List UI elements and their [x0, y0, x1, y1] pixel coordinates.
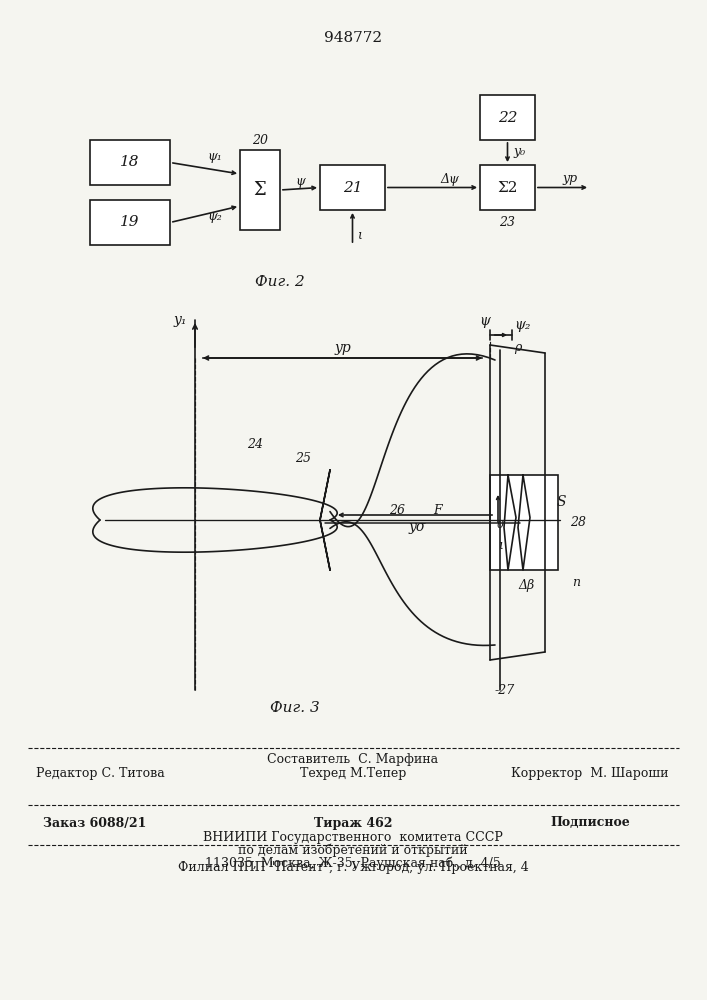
Text: Σ2: Σ2 [497, 180, 518, 194]
Text: Заказ 6088/21: Заказ 6088/21 [43, 816, 146, 830]
Text: ВНИИПИ Государственного  комитета СССР: ВНИИПИ Государственного комитета СССР [203, 830, 503, 844]
Text: по делам изобретений и открытий: по делам изобретений и открытий [238, 843, 468, 857]
Text: yр: yр [563, 172, 578, 185]
Bar [90, 200, 170, 245]
Text: 22: 22 [498, 110, 518, 124]
Text: 25: 25 [295, 452, 311, 464]
Text: ψ: ψ [295, 176, 305, 188]
Text: Σ: Σ [254, 181, 267, 199]
Text: Корректор  М. Шароши: Корректор М. Шароши [511, 768, 669, 780]
Text: 113035, Москва, Ж-35, Раушская наб., д. 4/5: 113035, Москва, Ж-35, Раушская наб., д. … [205, 856, 501, 870]
Text: 20: 20 [252, 133, 268, 146]
Text: Филиал ППП "Патент", г. Ужгород, ул. Проектная, 4: Филиал ППП "Патент", г. Ужгород, ул. Про… [177, 860, 528, 874]
Text: ψ: ψ [479, 314, 491, 328]
Text: Составитель  С. Марфина: Составитель С. Марфина [267, 754, 438, 766]
Bar [90, 140, 170, 185]
Text: S: S [557, 495, 566, 510]
Text: Фиг. 3: Фиг. 3 [270, 701, 320, 715]
Text: 28: 28 [570, 516, 586, 529]
Text: -27: -27 [495, 684, 515, 696]
Text: 948772: 948772 [324, 31, 382, 45]
Text: y₁: y₁ [173, 313, 187, 327]
Text: 26: 26 [390, 504, 406, 518]
Text: ι: ι [357, 229, 362, 241]
Text: Подписное: Подписное [550, 816, 630, 830]
Bar [480, 95, 535, 140]
Bar [490, 475, 558, 570]
Text: 21: 21 [343, 180, 362, 194]
Text: Δψ: Δψ [440, 173, 460, 186]
Text: Редактор С. Титова: Редактор С. Титова [35, 768, 164, 780]
Text: Δβ: Δβ [519, 578, 535, 591]
Bar [240, 150, 280, 230]
Text: ψ₁: ψ₁ [208, 150, 223, 163]
Text: n: n [572, 576, 580, 588]
Text: F: F [433, 504, 442, 518]
Text: ψ₂: ψ₂ [208, 210, 223, 223]
Text: ρ: ρ [514, 340, 522, 354]
Text: ψ₂: ψ₂ [514, 318, 530, 332]
Bar [480, 165, 535, 210]
Text: 24: 24 [247, 438, 263, 452]
Text: 0: 0 [496, 520, 503, 530]
Text: yσ: yσ [409, 520, 426, 534]
Text: yр: yр [334, 341, 351, 355]
Text: y₀: y₀ [513, 145, 525, 158]
Text: Техред М.Тепер: Техред М.Тепер [300, 768, 407, 780]
Text: 19: 19 [120, 216, 140, 230]
Text: 18: 18 [120, 155, 140, 169]
Bar [320, 165, 385, 210]
Text: Тираж 462: Тираж 462 [314, 816, 392, 830]
Text: 23: 23 [500, 216, 515, 229]
Text: ι: ι [498, 538, 503, 552]
Text: Фиг. 2: Фиг. 2 [255, 275, 305, 289]
